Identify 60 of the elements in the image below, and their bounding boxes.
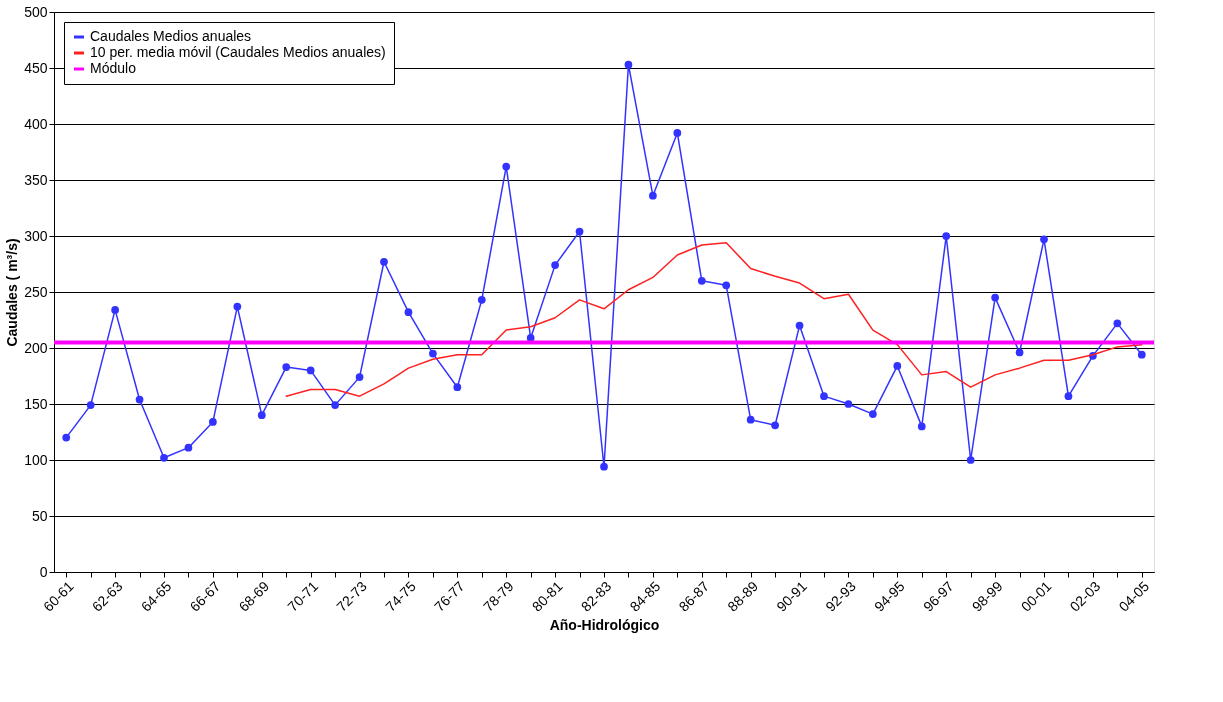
y-tick-label: 200	[24, 339, 48, 356]
point	[795, 321, 804, 330]
point	[257, 411, 266, 420]
point	[331, 401, 339, 409]
point	[233, 302, 242, 311]
legend-label: Módulo	[90, 60, 137, 76]
point	[722, 281, 731, 290]
point	[673, 129, 682, 137]
point	[746, 415, 755, 424]
point	[771, 421, 779, 430]
point	[1113, 319, 1122, 328]
point	[86, 401, 95, 409]
point	[624, 60, 633, 69]
point	[893, 362, 902, 370]
point	[209, 418, 217, 426]
line-series	[285, 241, 1143, 397]
legend-label: 10 per. media móvil (Caudales Medios anuales)	[90, 44, 386, 60]
y-tick-label: 300	[24, 227, 48, 244]
y-tick-label: 450	[24, 59, 48, 76]
point	[184, 443, 193, 452]
point	[111, 306, 119, 314]
x-axis-title: Año-Hidrológico	[549, 616, 660, 633]
point	[1015, 348, 1024, 357]
point	[869, 410, 877, 418]
point	[575, 227, 584, 236]
y-tick-label: 50	[31, 507, 48, 524]
legend-label: Caudales Medios anuales	[90, 28, 252, 44]
point	[820, 392, 828, 401]
point	[453, 383, 462, 392]
y-tick-label: 350	[24, 171, 48, 188]
point	[697, 276, 706, 285]
y-tick-label: 250	[24, 283, 48, 300]
point	[1064, 392, 1073, 401]
y-tick-label: 100	[24, 451, 48, 468]
point	[844, 400, 853, 408]
point	[306, 366, 315, 375]
point	[380, 257, 388, 266]
point	[649, 191, 657, 200]
y-tick-label: 400	[24, 115, 48, 132]
point	[551, 261, 559, 269]
point	[600, 462, 608, 471]
y-tick-label: 150	[24, 395, 48, 412]
point	[477, 295, 486, 304]
point	[502, 162, 511, 171]
point	[355, 373, 364, 381]
point	[62, 433, 71, 442]
point	[404, 308, 413, 317]
point	[135, 395, 144, 404]
point	[429, 349, 437, 358]
point	[966, 456, 975, 464]
y-tick-label: 500	[24, 3, 48, 20]
point	[991, 293, 999, 302]
point	[1137, 350, 1146, 359]
point	[282, 363, 291, 371]
point	[1040, 235, 1048, 244]
point	[917, 422, 926, 431]
point	[942, 232, 951, 240]
y-axis-title: Caudales ( m³/s)	[4, 238, 21, 347]
point	[160, 453, 168, 462]
y-tick-label: 0	[39, 563, 48, 580]
